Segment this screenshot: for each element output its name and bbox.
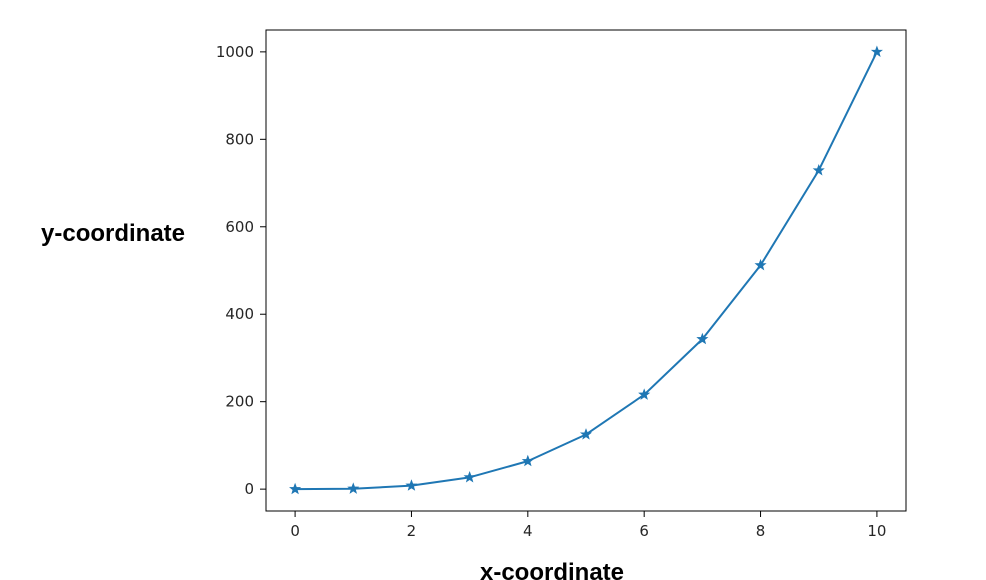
- data-point-star-marker: [347, 482, 360, 494]
- data-point-star-marker: [579, 428, 593, 440]
- data-point-star-marker: [638, 388, 651, 400]
- data-point-star-marker: [870, 45, 883, 58]
- data-point-star-marker: [289, 482, 302, 495]
- x-axis-ticks: 0 2 4 6 8 10: [290, 511, 886, 540]
- x-tick-label: 2: [407, 522, 417, 540]
- y-tick-label: 600: [225, 218, 254, 236]
- x-tick-label: 10: [867, 522, 886, 540]
- data-point-star-marker: [463, 470, 476, 483]
- y-tick-label: 800: [225, 130, 254, 148]
- data-point-star-marker: [521, 454, 534, 467]
- plot-frame: [265, 29, 907, 512]
- data-point-star-marker: [405, 479, 418, 491]
- series-layer: [289, 45, 883, 495]
- y-tick-label: 0: [244, 480, 254, 498]
- x-tick-label: 6: [639, 522, 649, 540]
- y-axis-ticks: 0 200 400 600 800 1000: [216, 43, 266, 498]
- y-axis-title: y-coordinate: [41, 220, 185, 247]
- x-tick-label: 4: [523, 522, 533, 540]
- x-tick-label: 0: [290, 522, 300, 540]
- y-tick-label: 1000: [216, 43, 254, 61]
- plot-area: [266, 30, 906, 511]
- data-point-star-marker: [696, 332, 709, 345]
- x-axis-title: x-coordinate: [480, 559, 624, 580]
- data-point-star-marker: [754, 258, 767, 271]
- y-tick-label: 200: [225, 393, 254, 411]
- data-point-star-marker: [812, 163, 825, 176]
- y-tick-label: 400: [225, 305, 254, 323]
- x-tick-label: 8: [756, 522, 766, 540]
